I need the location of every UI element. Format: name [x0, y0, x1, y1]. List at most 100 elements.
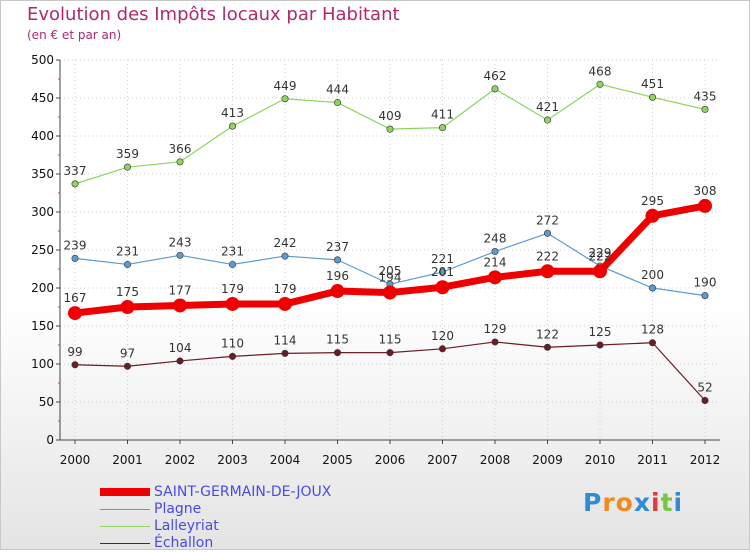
chart-title: Evolution des Impôts locaux par Habitant — [27, 4, 400, 25]
data-label: 214 — [484, 255, 507, 269]
data-point — [543, 116, 551, 124]
legend-label: Lalleyriat — [154, 518, 219, 534]
proxiti-logo: Proxiti — [583, 488, 683, 517]
data-point — [278, 296, 292, 311]
data-label: 194 — [379, 271, 402, 285]
data-point — [701, 292, 709, 300]
data-label: 449 — [274, 79, 297, 93]
data-label: 104 — [169, 341, 192, 355]
data-label: 179 — [221, 282, 244, 296]
legend-label: Échallon — [154, 535, 214, 551]
data-point — [71, 361, 79, 369]
data-label: 462 — [484, 69, 507, 83]
data-point — [491, 248, 499, 256]
data-label: 128 — [641, 323, 664, 337]
data-point — [71, 254, 79, 262]
data-label: 179 — [274, 282, 297, 296]
data-point — [645, 208, 660, 223]
data-label: 221 — [431, 252, 454, 266]
data-label: 248 — [484, 232, 507, 246]
data-label: 308 — [694, 184, 717, 198]
data-label: 99 — [67, 345, 82, 359]
data-label: 409 — [379, 109, 402, 123]
legend-swatch — [100, 509, 150, 510]
data-label: 239 — [64, 238, 87, 252]
logo-letter: i — [651, 488, 661, 517]
data-point — [593, 264, 607, 279]
data-point — [71, 180, 79, 188]
data-label: 366 — [169, 142, 192, 156]
data-label: 411 — [431, 108, 454, 122]
data-label: 222 — [589, 249, 612, 263]
x-tick-label: 2001 — [112, 453, 143, 467]
data-label: 122 — [536, 327, 559, 341]
data-label: 231 — [221, 244, 244, 258]
legend-label: SAINT-GERMAIN-DE-JOUX — [154, 484, 332, 500]
data-point — [491, 85, 499, 93]
data-point — [229, 260, 237, 268]
data-point — [333, 349, 341, 357]
data-label: 444 — [326, 83, 349, 97]
data-point — [225, 296, 240, 311]
y-tick-label: 300 — [31, 205, 54, 219]
data-point — [488, 270, 502, 285]
data-label: 229 — [589, 246, 612, 260]
x-tick-label: 2004 — [270, 453, 301, 467]
data-point — [176, 158, 184, 166]
data-label: 200 — [641, 268, 664, 282]
data-label: 125 — [589, 325, 612, 339]
logo-letter: r — [602, 488, 616, 517]
data-point — [120, 300, 135, 314]
data-label: 242 — [274, 236, 297, 250]
data-label: 237 — [326, 240, 349, 254]
data-label: 115 — [326, 333, 349, 347]
data-point — [596, 80, 604, 88]
legend-swatch — [100, 526, 150, 527]
data-point — [491, 338, 499, 346]
data-point — [229, 122, 237, 130]
x-tick-label: 2000 — [60, 453, 91, 467]
x-tick-label: 2002 — [165, 453, 196, 467]
x-tick-label: 2003 — [217, 453, 248, 467]
data-label: 359 — [116, 147, 139, 161]
y-tick-label: 350 — [31, 167, 54, 181]
data-point — [333, 99, 341, 107]
x-tick-label: 2010 — [585, 453, 616, 467]
data-point — [543, 229, 551, 237]
y-tick-label: 150 — [31, 319, 54, 333]
y-tick-label: 0 — [46, 433, 54, 447]
data-point — [173, 298, 187, 313]
data-point — [540, 264, 555, 279]
data-point — [229, 352, 237, 360]
data-point — [68, 306, 82, 321]
data-label: 167 — [64, 291, 87, 305]
y-tick-label: 400 — [31, 129, 54, 143]
y-tick-label: 100 — [31, 357, 54, 371]
data-point — [438, 124, 446, 132]
data-point — [648, 339, 656, 347]
data-label: 190 — [694, 276, 717, 290]
data-label: 295 — [641, 194, 664, 208]
data-label: 435 — [694, 89, 717, 103]
data-point — [435, 280, 450, 295]
data-label: 243 — [169, 235, 192, 249]
y-tick-label: 250 — [31, 243, 54, 257]
data-label: 115 — [379, 333, 402, 347]
x-tick-label: 2012 — [690, 453, 721, 467]
y-tick-label: 50 — [39, 395, 54, 409]
logo-letter: i — [673, 488, 684, 517]
y-tick-label: 450 — [31, 91, 54, 105]
data-point — [386, 125, 394, 133]
data-label: 52 — [697, 380, 712, 394]
logo-letter: t — [660, 488, 674, 517]
data-point — [438, 268, 446, 276]
data-label: 196 — [326, 269, 349, 283]
logo-letter: o — [615, 488, 634, 517]
data-point — [281, 95, 289, 103]
data-point — [648, 284, 656, 292]
data-label: 421 — [536, 100, 559, 114]
y-tick-label: 200 — [31, 281, 54, 295]
data-label: 120 — [431, 329, 454, 343]
